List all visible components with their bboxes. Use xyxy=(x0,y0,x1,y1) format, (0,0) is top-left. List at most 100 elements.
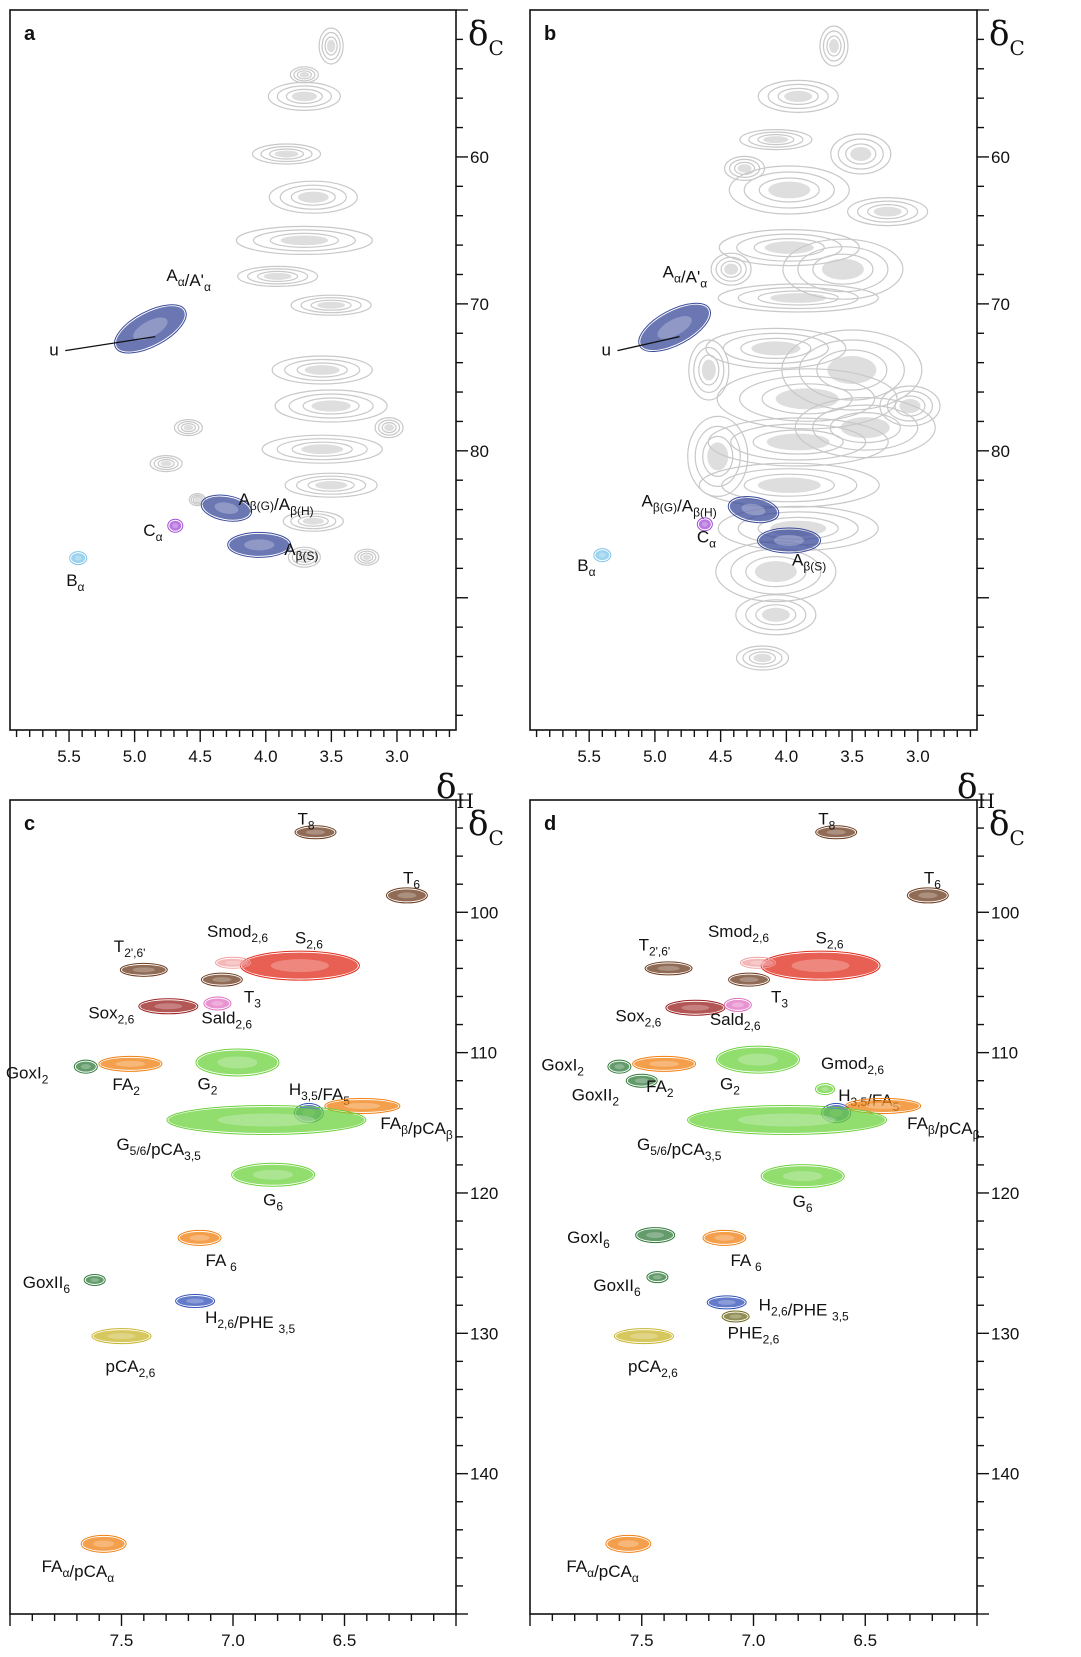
peak-core xyxy=(865,1102,902,1109)
panel-letter: b xyxy=(544,23,556,45)
background-contour xyxy=(279,184,347,210)
panel-letter: c xyxy=(24,813,35,835)
peak-core xyxy=(90,1277,100,1282)
peak-label: T2',6' xyxy=(114,937,146,960)
peak-fill xyxy=(82,1536,125,1551)
panel-letter: d xyxy=(544,813,556,835)
peak-contour xyxy=(605,1534,652,1553)
peak-core xyxy=(107,1333,136,1340)
background-contour xyxy=(748,131,804,148)
peak-fill xyxy=(217,958,249,967)
background-contour xyxy=(755,604,797,626)
peak-contour xyxy=(845,1097,922,1114)
background-contour xyxy=(822,30,846,62)
peak-fill xyxy=(847,1099,920,1112)
y-tick-label: 140 xyxy=(991,1465,1019,1484)
peak-fill xyxy=(241,952,358,979)
background-contour xyxy=(782,238,904,300)
cross-peak xyxy=(175,1294,216,1309)
background-contour xyxy=(715,256,747,282)
peak-label: u xyxy=(49,341,58,360)
cross-peak xyxy=(702,1229,747,1246)
background-contour-core xyxy=(194,497,201,502)
peak-label: Aβ(G)/Aβ(H) xyxy=(642,492,717,520)
peak-fill xyxy=(607,1536,650,1551)
peak-contour xyxy=(760,1164,845,1189)
peak-contour xyxy=(702,1229,747,1246)
background-contour xyxy=(856,200,919,223)
background-contour xyxy=(743,473,835,497)
background-contour xyxy=(886,390,934,422)
background-contour-core xyxy=(298,553,310,561)
background-contour xyxy=(740,337,812,359)
background-contour xyxy=(717,283,879,313)
background-contour xyxy=(837,138,884,170)
background-contour xyxy=(289,66,319,84)
cross-peak xyxy=(644,961,693,976)
peak-fill xyxy=(758,529,819,552)
peak-fill xyxy=(296,827,335,838)
cross-peak xyxy=(727,496,780,524)
background-contour-core xyxy=(701,359,716,381)
background-contour xyxy=(794,397,936,459)
background-contour xyxy=(757,79,839,114)
peak-contour xyxy=(231,1162,316,1187)
cross-peak xyxy=(138,998,199,1015)
y-tick-label: 120 xyxy=(991,1184,1019,1203)
background-contour xyxy=(723,155,766,181)
peak-core xyxy=(749,960,766,965)
background-contour-core xyxy=(829,39,839,53)
background-contour xyxy=(252,229,356,252)
peak-core xyxy=(270,959,329,973)
peak-label: G6 xyxy=(793,1192,813,1215)
peak-core xyxy=(737,1053,778,1066)
peak-contour xyxy=(635,1227,676,1244)
background-contour xyxy=(360,552,374,562)
background-contour-core xyxy=(768,181,811,199)
background-contour xyxy=(688,339,730,401)
background-contour-core xyxy=(766,433,830,451)
background-contour-core xyxy=(183,424,194,431)
peak-fill xyxy=(708,1297,745,1308)
peak-fill xyxy=(667,1001,724,1014)
x-tick-label: 3.5 xyxy=(320,747,344,766)
peak-core xyxy=(791,959,850,973)
background-contour-core xyxy=(302,517,324,525)
cross-peak xyxy=(119,962,168,977)
peak-label: Sox2,6 xyxy=(88,1003,134,1026)
background-contour-core xyxy=(737,164,752,173)
background-contour xyxy=(721,468,858,503)
x-tick-label: 3.0 xyxy=(385,747,409,766)
background-contour xyxy=(735,645,790,671)
y-tick-label: 110 xyxy=(991,1044,1018,1063)
background-contour-core xyxy=(263,272,292,280)
background-contour xyxy=(257,270,299,282)
background-contour xyxy=(694,425,741,487)
background-contour xyxy=(728,158,761,178)
peak-label: S2,6 xyxy=(816,929,844,952)
peak-core xyxy=(244,539,275,551)
background-contour-core xyxy=(840,417,890,439)
peak-core xyxy=(646,1232,665,1239)
peak-contour xyxy=(723,997,752,1012)
cross-peak xyxy=(613,1328,674,1345)
peak-contour xyxy=(815,1083,836,1096)
peak-fill xyxy=(640,304,710,351)
cross-peak xyxy=(739,956,776,969)
peak-contour xyxy=(69,551,88,566)
peak-contour xyxy=(727,496,780,524)
peak-label: G6 xyxy=(263,1191,283,1214)
background-contour xyxy=(288,393,374,419)
background-contour-core xyxy=(751,341,801,356)
peak-fill xyxy=(725,999,750,1010)
peak-contour xyxy=(613,1328,674,1345)
peak-core xyxy=(211,1001,224,1006)
background-contour xyxy=(798,339,905,401)
background-contour xyxy=(735,594,817,636)
peak-fill xyxy=(627,1075,656,1086)
peak-contour xyxy=(756,527,821,554)
peak-fill xyxy=(637,1229,674,1242)
background-contour xyxy=(743,171,835,209)
peak-label: GoxI2 xyxy=(6,1064,49,1087)
peak-core xyxy=(918,892,938,899)
